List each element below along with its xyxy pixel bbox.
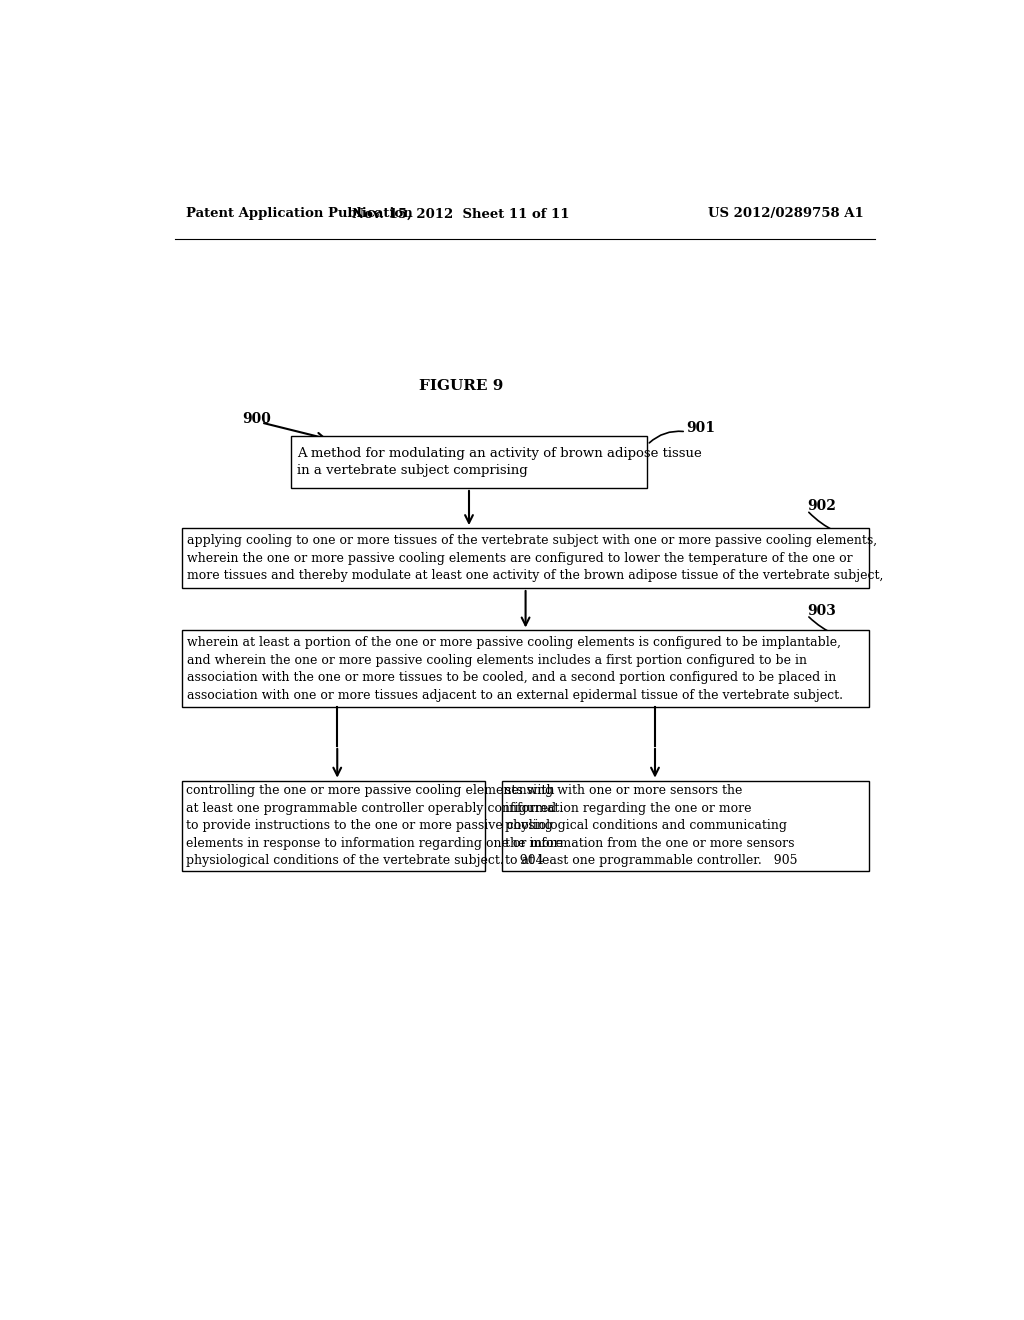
Text: sensing with one or more sensors the
information regarding the one or more
physi: sensing with one or more sensors the inf… [506, 784, 798, 867]
Text: Nov. 15, 2012  Sheet 11 of 11: Nov. 15, 2012 Sheet 11 of 11 [352, 207, 570, 220]
Text: controlling the one or more passive cooling elements with
at least one programma: controlling the one or more passive cool… [186, 784, 563, 867]
Text: 900: 900 [243, 412, 271, 425]
Text: applying cooling to one or more tissues of the vertebrate subject with one or mo: applying cooling to one or more tissues … [187, 535, 884, 582]
Text: 903: 903 [807, 605, 836, 618]
FancyBboxPatch shape [291, 436, 647, 488]
FancyBboxPatch shape [182, 631, 869, 708]
Text: FIGURE 9: FIGURE 9 [419, 379, 504, 392]
Text: US 2012/0289758 A1: US 2012/0289758 A1 [709, 207, 864, 220]
FancyBboxPatch shape [182, 780, 484, 871]
Text: 902: 902 [807, 499, 836, 513]
FancyBboxPatch shape [182, 528, 869, 589]
Text: 901: 901 [686, 421, 715, 434]
Text: wherein at least a portion of the one or more passive cooling elements is config: wherein at least a portion of the one or… [187, 636, 843, 702]
Text: Patent Application Publication: Patent Application Publication [186, 207, 413, 220]
Text: A method for modulating an activity of brown adipose tissue
in a vertebrate subj: A method for modulating an activity of b… [297, 446, 701, 477]
FancyBboxPatch shape [502, 780, 869, 871]
